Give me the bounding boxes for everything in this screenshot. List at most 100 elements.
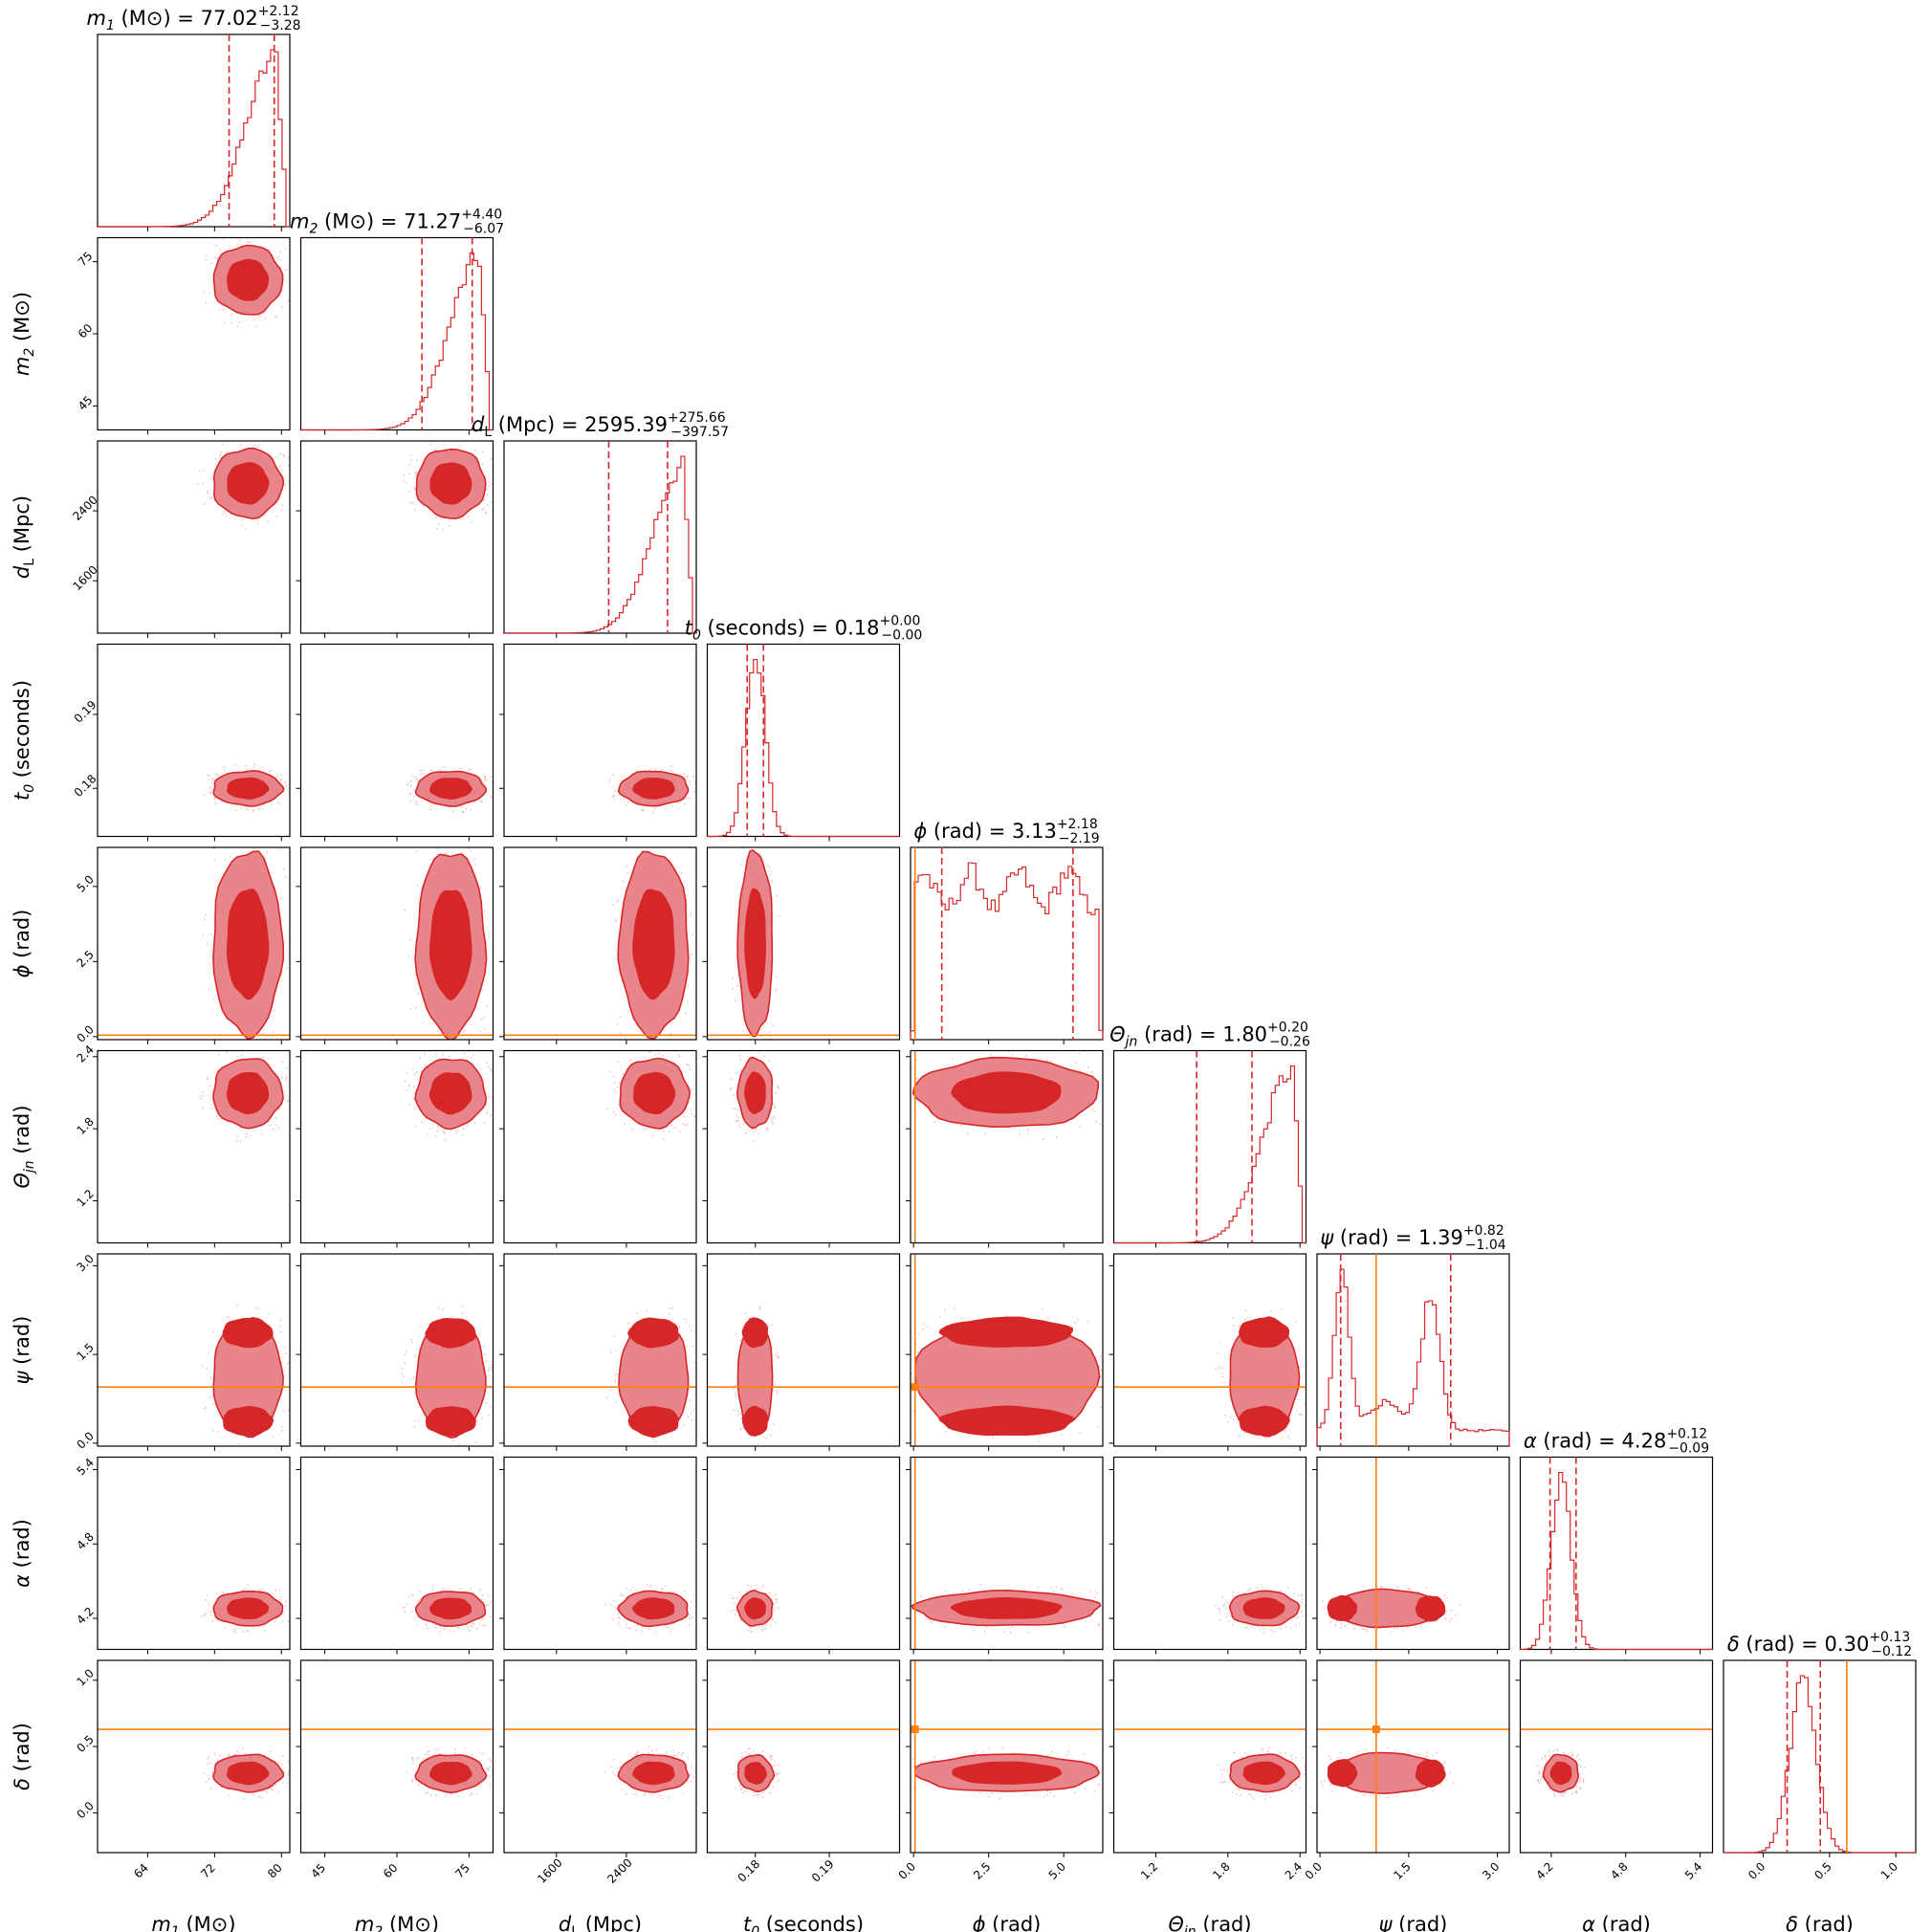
sample-point	[1563, 1751, 1565, 1754]
sample-point	[766, 828, 768, 830]
sample-point	[1328, 1784, 1331, 1787]
sample-point	[494, 1085, 496, 1087]
sample-point	[476, 1419, 479, 1422]
sample-point	[686, 1780, 689, 1783]
sample-point	[1225, 1615, 1228, 1618]
sample-point	[224, 769, 227, 772]
sample-point	[462, 1128, 465, 1130]
panel-m2-psi	[296, 1253, 498, 1447]
sample-point	[205, 914, 208, 916]
sample-point	[746, 1790, 748, 1792]
panel-m2-dL	[296, 440, 494, 634]
sample-point	[437, 1306, 440, 1309]
sample-point	[1074, 1321, 1076, 1324]
sample-point	[428, 1750, 430, 1752]
sample-point	[494, 924, 496, 926]
sample-point	[735, 1332, 737, 1335]
sample-point	[999, 1797, 1001, 1800]
sample-point	[690, 914, 692, 917]
sample-point	[229, 844, 231, 845]
sample-point	[772, 1116, 775, 1118]
sample-point	[1217, 1352, 1219, 1354]
sample-point	[1087, 1321, 1088, 1324]
sample-point	[410, 459, 412, 462]
sample-point	[626, 844, 627, 845]
sample-point	[239, 444, 242, 447]
sample-point	[434, 1626, 437, 1629]
sample-point	[629, 1589, 631, 1592]
sample-point	[775, 989, 777, 992]
sample-point	[406, 783, 408, 786]
sample-point	[687, 1356, 689, 1358]
contour-inner	[632, 778, 675, 800]
sample-point	[609, 1603, 612, 1606]
sample-point	[740, 1427, 742, 1430]
sample-point	[212, 779, 215, 781]
sample-point	[648, 1745, 649, 1748]
sample-point	[691, 1764, 693, 1767]
sample-point	[1087, 1065, 1090, 1068]
sample-point	[232, 1630, 235, 1633]
sample-point	[680, 872, 683, 874]
sample-point	[767, 1057, 769, 1059]
sample-point	[1123, 1101, 1125, 1103]
sample-point	[444, 852, 447, 854]
sample-point	[229, 855, 231, 858]
sample-point	[257, 1307, 259, 1309]
sample-point	[688, 1065, 691, 1066]
sample-point	[646, 1053, 648, 1055]
contour-inner	[226, 1761, 270, 1786]
sample-point	[1263, 1798, 1266, 1801]
sample-point	[496, 1388, 498, 1390]
sample-point	[627, 1424, 629, 1426]
sample-point	[635, 1793, 638, 1796]
sample-point	[209, 1778, 210, 1781]
sample-point	[628, 1627, 630, 1630]
sample-point	[1089, 1591, 1092, 1592]
sample-point	[462, 1030, 465, 1033]
sample-point	[281, 1426, 284, 1428]
sample-point	[207, 1762, 209, 1765]
sample-point	[1100, 1355, 1102, 1357]
sample-point	[464, 1747, 467, 1749]
sample-point	[269, 1124, 271, 1127]
sample-point	[1309, 1777, 1311, 1779]
y-axis-label-psi: ψ (rad)	[11, 1316, 33, 1385]
sample-point	[609, 1766, 612, 1768]
sample-point	[468, 1320, 470, 1322]
sample-point	[926, 1784, 929, 1786]
sample-point	[749, 1627, 752, 1629]
sample-point	[491, 1070, 494, 1073]
sample-point	[486, 503, 489, 506]
sample-point	[292, 970, 294, 972]
sample-point	[287, 1761, 290, 1763]
sample-point	[1544, 1755, 1547, 1758]
sample-point	[739, 844, 741, 845]
sample-point	[240, 524, 243, 526]
sample-point	[906, 1065, 908, 1066]
sample-point	[635, 837, 637, 839]
sample-point	[274, 1124, 277, 1127]
sample-point	[207, 1078, 209, 1080]
sample-point	[456, 1046, 458, 1048]
sample-point	[206, 942, 209, 945]
panel-frame	[97, 643, 291, 838]
sample-point	[1067, 1750, 1069, 1753]
sample-point	[760, 1586, 763, 1589]
contour-inner-0	[627, 1406, 679, 1437]
sample-point	[280, 470, 283, 472]
sample-point	[1100, 1369, 1103, 1372]
sample-point	[1094, 1590, 1097, 1592]
sample-point	[411, 775, 413, 778]
sample-point	[476, 1786, 479, 1788]
sample-point	[1297, 1615, 1299, 1618]
sample-point	[640, 829, 642, 831]
sample-point	[897, 1352, 899, 1354]
sample-point	[199, 470, 202, 472]
sample-point	[773, 1384, 775, 1386]
sample-point	[461, 826, 463, 828]
sample-point	[228, 1315, 231, 1318]
sample-point	[687, 797, 689, 800]
sample-point	[458, 823, 460, 825]
sample-point	[431, 1585, 434, 1587]
